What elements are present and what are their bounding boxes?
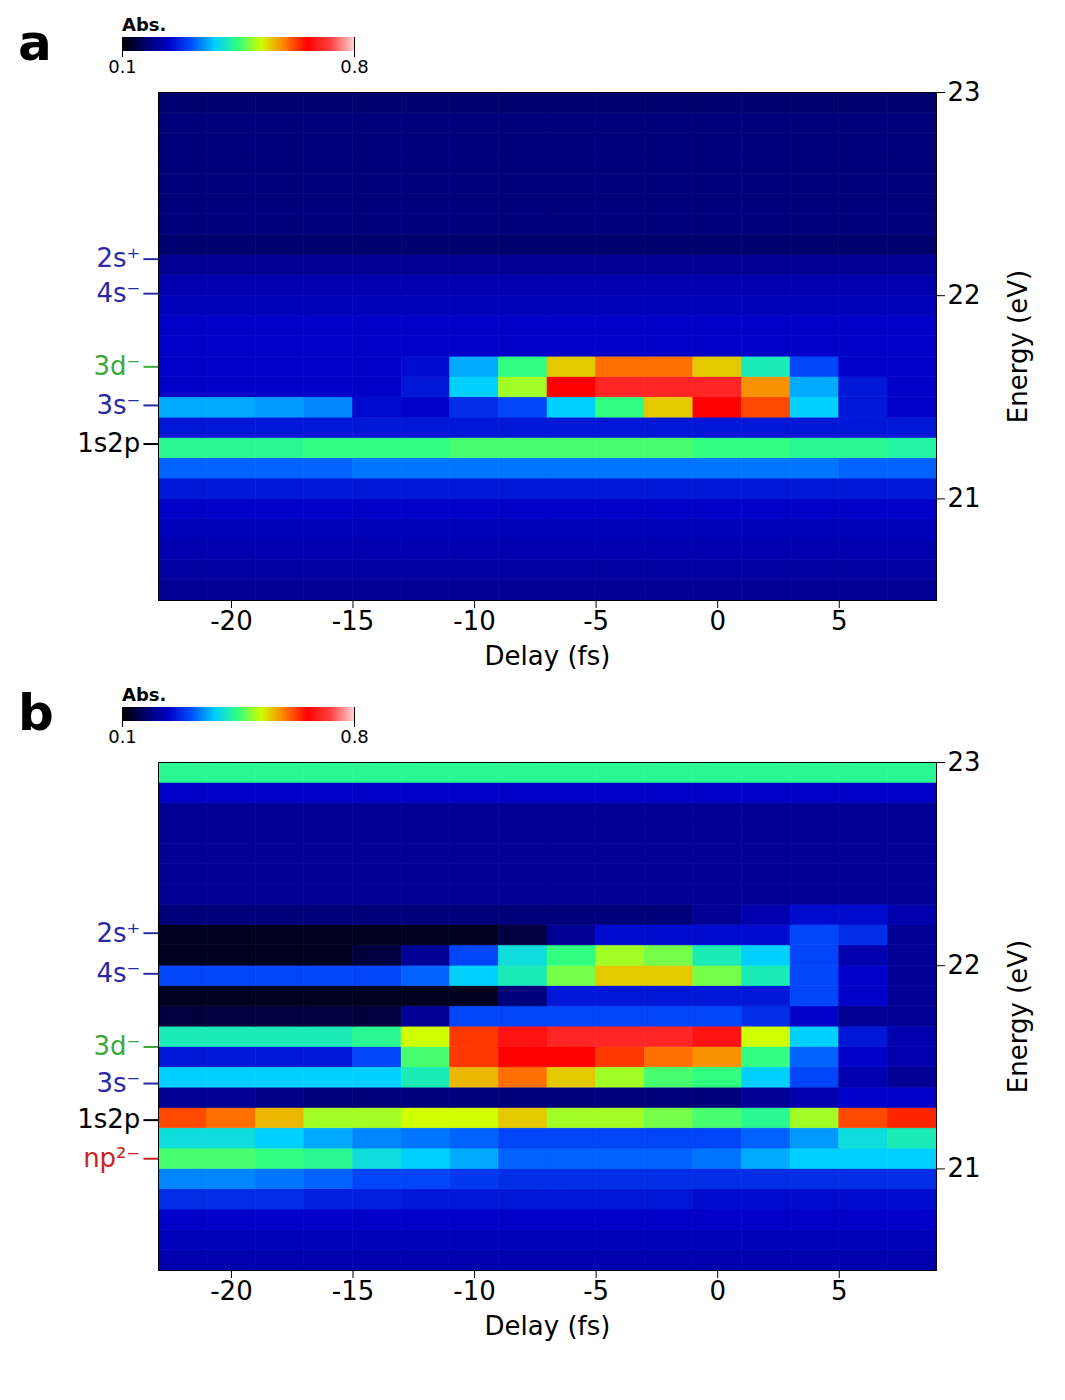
svg-text:3s⁻: 3s⁻ [96,1068,140,1098]
svg-text:-10: -10 [453,606,495,636]
svg-text:0.1: 0.1 [108,726,137,747]
svg-text:21: 21 [948,1153,981,1183]
svg-text:0: 0 [709,606,726,636]
svg-text:3d⁻: 3d⁻ [93,351,140,381]
svg-text:1s2p: 1s2p [77,428,140,458]
svg-text:np²⁻: np²⁻ [83,1143,140,1173]
html-text:a: a [18,14,52,72]
svg-text:3s⁻: 3s⁻ [96,390,140,420]
svg-text:2s⁺: 2s⁺ [96,918,140,948]
svg-text:Energy (eV): Energy (eV) [1003,940,1033,1093]
svg-text:0: 0 [709,1276,726,1306]
svg-text:-15: -15 [332,1276,374,1306]
svg-text:23: 23 [948,77,981,107]
svg-text:Energy (eV): Energy (eV) [1003,270,1033,423]
svg-text:-10: -10 [453,1276,495,1306]
svg-text:-5: -5 [583,606,609,636]
svg-text:22: 22 [948,280,981,310]
svg-text:-20: -20 [210,1276,252,1306]
svg-text:22: 22 [948,950,981,980]
svg-text:Delay (fs): Delay (fs) [485,641,611,671]
svg-text:0.8: 0.8 [340,726,369,747]
svg-text:Abs.: Abs. [122,14,166,35]
svg-text:5: 5 [831,1276,848,1306]
svg-text:1s2p: 1s2p [77,1104,140,1134]
svg-text:2s⁺: 2s⁺ [96,243,140,273]
html-text:b: b [18,684,54,742]
svg-text:0.1: 0.1 [108,56,137,77]
svg-text:Delay (fs): Delay (fs) [485,1311,611,1341]
svg-text:4s⁻: 4s⁻ [96,278,140,308]
svg-text:Abs.: Abs. [122,684,166,705]
svg-text:5: 5 [831,606,848,636]
svg-text:0.8: 0.8 [340,56,369,77]
svg-text:-15: -15 [332,606,374,636]
svg-text:23: 23 [948,747,981,777]
svg-text:3d⁻: 3d⁻ [93,1031,140,1061]
svg-text:-20: -20 [210,606,252,636]
svg-text:21: 21 [948,483,981,513]
svg-text:4s⁻: 4s⁻ [96,958,140,988]
svg-text:-5: -5 [583,1276,609,1306]
